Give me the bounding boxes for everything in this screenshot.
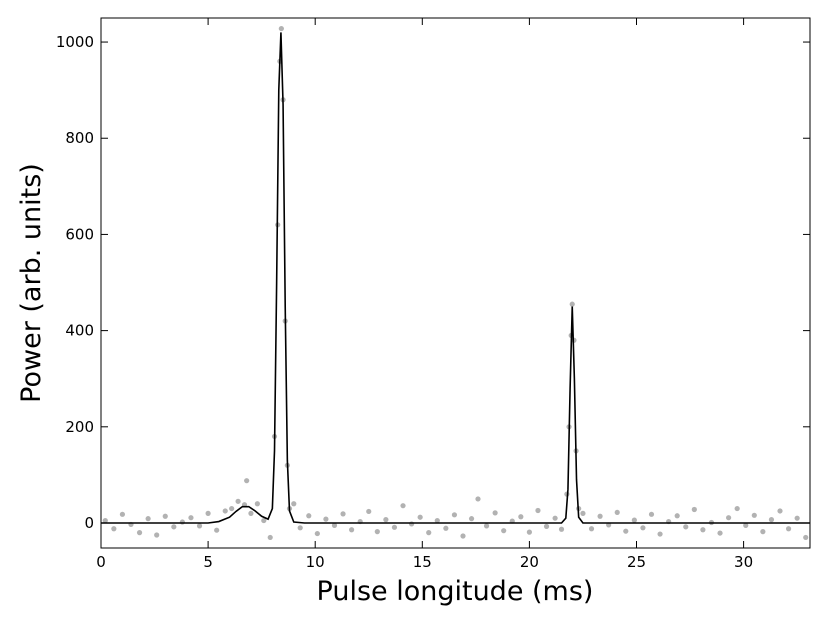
x-tick-label: 20	[520, 553, 539, 571]
data-point	[640, 525, 646, 531]
data-point	[614, 509, 620, 516]
data-point	[374, 529, 380, 535]
data-point	[443, 525, 449, 531]
data-point	[349, 527, 355, 533]
data-point	[674, 513, 680, 519]
data-point	[391, 524, 398, 530]
data-point	[475, 496, 481, 502]
data-point	[417, 514, 423, 520]
data-point	[306, 513, 312, 519]
data-point	[254, 501, 260, 507]
data-point	[726, 515, 732, 521]
data-point	[468, 516, 475, 522]
data-point	[145, 516, 151, 522]
data-point	[136, 530, 143, 536]
data-point	[648, 511, 655, 517]
data-point	[188, 515, 194, 521]
data-point	[426, 530, 432, 536]
data-point	[492, 510, 498, 516]
data-point	[297, 525, 303, 531]
data-point	[597, 513, 603, 519]
data-point	[340, 511, 346, 517]
data-point	[244, 478, 250, 484]
x-tick-label: 25	[627, 553, 646, 571]
y-axis-label: Power (arb. units)	[16, 163, 47, 403]
data-point	[760, 529, 766, 535]
y-tick-label: 200	[65, 418, 94, 436]
data-point	[460, 533, 466, 539]
data-point	[408, 521, 415, 527]
data-point	[383, 517, 389, 523]
data-point	[768, 517, 775, 523]
data-point	[518, 514, 524, 520]
y-tick-label: 800	[65, 129, 94, 147]
data-point	[154, 532, 160, 538]
data-point	[235, 498, 241, 504]
x-tick-label: 5	[203, 553, 213, 571]
data-point	[543, 523, 550, 529]
data-point	[717, 530, 723, 536]
data-point	[734, 505, 740, 512]
data-point	[291, 501, 297, 507]
x-axis-label: Pulse longitude (ms)	[317, 576, 594, 607]
data-point	[501, 528, 507, 534]
data-point	[691, 506, 697, 513]
data-point	[580, 510, 586, 516]
data-point	[483, 523, 490, 529]
data-point	[267, 534, 273, 541]
data-point	[751, 512, 757, 518]
data-point	[261, 517, 267, 524]
data-point	[179, 519, 185, 525]
fit-line	[101, 32, 810, 524]
y-tick-label: 400	[65, 322, 94, 340]
data-point	[451, 512, 458, 518]
data-point	[366, 508, 372, 515]
data-point	[558, 526, 565, 532]
data-point	[588, 526, 595, 532]
data-point	[434, 517, 440, 524]
data-point	[248, 510, 254, 516]
data-point	[526, 529, 532, 535]
data-point	[683, 524, 689, 530]
y-tick-label: 0	[84, 514, 94, 532]
data-point	[171, 524, 177, 530]
data-point	[777, 508, 783, 514]
plot-frame	[100, 17, 811, 549]
data-point	[222, 508, 228, 514]
data-point	[162, 513, 168, 519]
data-point	[785, 526, 792, 532]
data-point	[535, 507, 541, 514]
data-point	[331, 522, 338, 528]
x-tick-label: 0	[96, 553, 106, 571]
data-point	[214, 527, 220, 533]
data-point	[196, 523, 203, 529]
y-tick-label: 600	[65, 225, 94, 243]
data-point	[323, 516, 329, 522]
x-tick-label: 15	[413, 553, 432, 571]
x-tick-label: 30	[734, 553, 753, 571]
data-point	[229, 505, 235, 512]
data-point	[552, 515, 558, 521]
data-point	[119, 511, 126, 517]
data-point	[743, 522, 749, 528]
data-point	[623, 528, 629, 534]
data-point	[278, 25, 284, 32]
data-point	[631, 517, 637, 523]
data-point	[400, 503, 406, 509]
data-point	[657, 531, 663, 537]
x-tick-label: 10	[306, 553, 325, 571]
data-point	[314, 530, 320, 537]
data-point	[700, 527, 706, 533]
data-point	[205, 510, 211, 516]
data-point	[102, 517, 108, 524]
data-point	[569, 301, 575, 307]
y-tick-label: 1000	[56, 33, 94, 51]
data-point	[803, 534, 809, 541]
data-point	[794, 515, 800, 521]
data-point	[111, 526, 117, 532]
